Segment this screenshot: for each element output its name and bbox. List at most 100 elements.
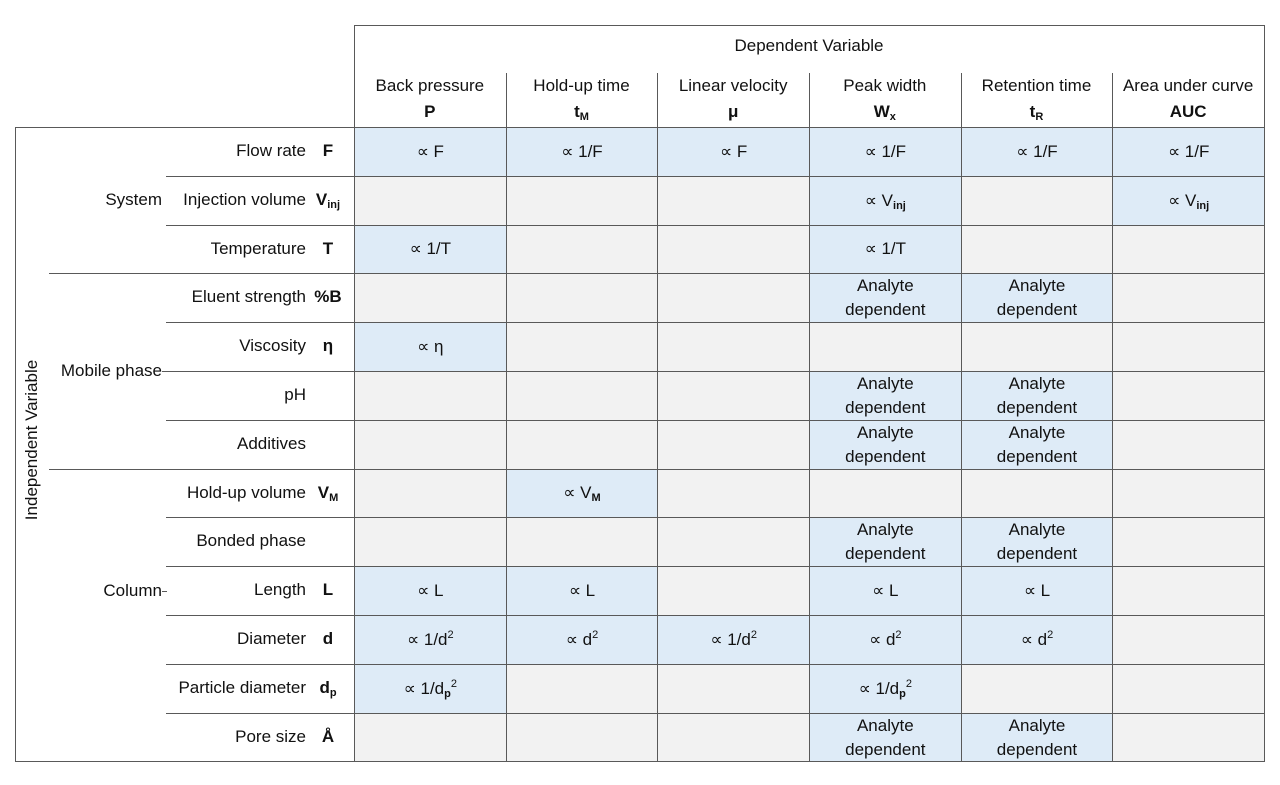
cell-value: ∝ Vinj [865,189,906,213]
table-cell: ∝ F [658,128,809,176]
grid-line [15,127,16,762]
cell-text-line2: dependent [845,544,926,564]
table-cell: ∝ L [961,567,1113,615]
table-cell [355,420,506,469]
table-cell [506,176,658,225]
row-symbol-text: d [319,677,330,697]
cell-superscript: 2 [447,628,454,641]
cell-value: ∝ 1/F [1016,140,1057,164]
row-label: Bonded phase [166,517,350,565]
cell-subscript: inj [893,199,906,212]
row-label-text: Flow rate [236,141,306,160]
table-cell: ∝ 1/d2 [355,616,506,664]
table-cell [658,567,809,615]
table-cell [355,372,506,420]
grid-line [15,127,1265,128]
cell-text: ∝ F [720,141,748,161]
table-cell: Analyte dependent [961,518,1113,567]
table-cell: ∝ 1/d2 [658,616,809,664]
column-header: Hold-up time tM [506,73,658,125]
cell-text: Analyte [1008,422,1066,442]
cell-text: ∝ 1/d [710,629,751,649]
group-connector [162,590,167,592]
cell-value: Analyte dependent [845,518,925,566]
table-cell [658,664,809,713]
cell-text-line2: dependent [845,739,926,759]
table-cell [658,713,809,762]
row-symbol: VM [306,483,350,504]
table-cell: ∝ η [355,323,506,371]
row-label: Additives [166,420,350,468]
column-label: Retention time [981,76,1092,95]
cell-text: ∝ 1/T [409,239,452,259]
table-cell: ∝ L [506,567,658,615]
cell-value: ∝ 1/d2 [710,628,757,652]
table-cell: ∝ 1/F [1113,128,1264,176]
table-cell [961,323,1113,371]
column-label: Hold-up time [533,76,630,95]
column-label: Linear velocity [678,76,788,95]
table-cell: ∝ Vinj [810,176,961,225]
row-symbol: d [306,629,350,649]
cell-value: ∝ 1/dp2 [859,677,912,701]
table-cell [506,518,658,567]
table-cell: ∝ 1/dp2 [810,664,961,713]
column-symbol-text: t [1029,102,1036,121]
grid-line [49,273,1265,275]
table-cell: ∝ 1/dp2 [355,664,506,713]
cell-value: Analyte dependent [845,372,925,420]
row-symbol: F [306,141,350,161]
table-cell [506,420,658,469]
table-cell [1113,274,1264,323]
row-label-text: Eluent strength [191,287,306,307]
grid-line [166,419,1265,421]
table-cell: Analyte dependent [810,518,961,567]
cell-superscript: 2 [750,628,757,641]
table-cell [658,372,809,420]
cell-text: Analyte [856,715,914,735]
cell-value: ∝ 1/d2 [407,628,454,652]
group-label: System [50,186,162,214]
column-symbol: AUC [1112,99,1264,125]
column-symbol: μ [657,99,809,125]
table-cell: ∝ d2 [961,616,1113,664]
group-label: Column [50,577,162,605]
table-cell: ∝ d2 [506,616,658,664]
cell-value: ∝ 1/T [410,237,451,261]
column-header: Area under curve AUC [1112,73,1264,125]
table-cell [1113,372,1264,420]
grid-line [166,322,1265,324]
column-header: Linear velocity μ [657,73,809,125]
cell-text: ∝ 1/d [403,678,445,698]
cell-superscript: 2 [1047,628,1054,641]
cell-text: Analyte [1008,520,1066,540]
row-label: Pore size Å [166,713,350,761]
table-cell: ∝ 1/F [961,128,1113,176]
row-label-text: Particle diameter [178,677,306,697]
column-header: Peak width Wx [809,73,961,125]
table-cell: ∝ 1/F [810,128,961,176]
row-symbol: Vinj [306,190,350,211]
cell-superscript: 2 [895,628,902,641]
cell-text: ∝ V [864,190,894,210]
column-symbol: Wx [809,99,961,125]
row-symbol-subscript: p [329,686,337,699]
grid-line [166,712,1265,714]
table-cell: ∝ VM [506,469,658,518]
cell-value: ∝ F [417,140,444,164]
table-cell [355,274,506,323]
table-cell: Analyte dependent [961,420,1113,469]
cell-text: ∝ 1/d [858,678,900,698]
cell-value: ∝ F [720,140,747,164]
table-cell [1113,518,1264,567]
row-label-text: Temperature [210,238,306,258]
table-cell [355,518,506,567]
table-cell [355,713,506,762]
row-label: Hold-up volume VM [166,469,350,517]
cell-text: ∝ d [869,629,896,649]
group-connector [162,371,167,372]
cell-value: ∝ 1/F [865,140,906,164]
row-label-text: Pore size [235,726,306,746]
cell-value: ∝ L [569,579,595,603]
table-cell: ∝ 1/F [506,128,658,176]
